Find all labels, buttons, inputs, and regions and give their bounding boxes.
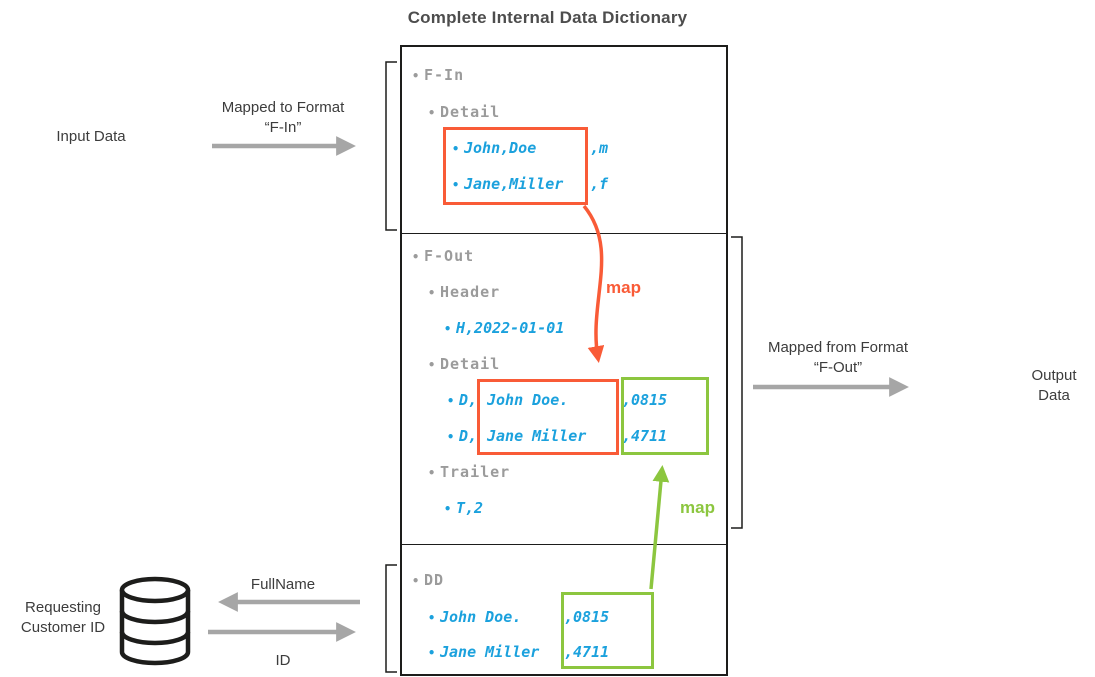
fout-record-id: ,0815 bbox=[622, 391, 668, 409]
fout-detail-label-row: • Detail bbox=[428, 353, 500, 376]
mapped-from-label: Mapped from Format “F-Out” bbox=[767, 339, 909, 376]
fout-trailer-label-row: • Trailer bbox=[428, 461, 510, 484]
bullet-icon: • bbox=[444, 502, 452, 516]
fout-record-row: • D, Jane Miller ,4711 bbox=[447, 425, 667, 448]
dd-record-name: John Doe. bbox=[440, 608, 522, 626]
dd-ids-highlight-box bbox=[561, 592, 654, 669]
fout-record-prefix: D, bbox=[459, 391, 478, 409]
fout-header-label: Header bbox=[440, 283, 501, 301]
fout-header-value-row: • H,2022-01-01 bbox=[444, 317, 564, 340]
fout-header-label-row: • Header bbox=[428, 281, 500, 304]
fout-section-bracket bbox=[731, 236, 743, 529]
bullet-icon: • bbox=[444, 322, 452, 336]
fout-record-name: Jane Miller bbox=[487, 427, 587, 445]
fout-record-row: • D, John Doe. ,0815 bbox=[447, 389, 667, 412]
fin-record-suffix: ,f bbox=[590, 175, 609, 193]
dd-section-bracket bbox=[385, 564, 397, 673]
fout-trailer-value-row: • T,2 bbox=[444, 497, 483, 520]
dd-record-name: Jane Miller bbox=[440, 643, 540, 661]
map-label-green: map bbox=[680, 498, 715, 517]
diagram-title: Complete Internal Data Dictionary bbox=[407, 8, 688, 27]
bullet-icon: • bbox=[452, 142, 460, 156]
dd-record-row: • John Doe. ,0815 bbox=[428, 606, 609, 629]
fout-section-label-row: • F-Out bbox=[412, 245, 474, 268]
bullet-icon: • bbox=[428, 358, 436, 372]
map-label-orange: map bbox=[606, 278, 641, 297]
bullet-icon: • bbox=[412, 250, 420, 264]
id-label: ID bbox=[275, 652, 291, 669]
mapped-to-label: Mapped to Format “F-In” bbox=[221, 99, 345, 136]
fin-section-label-row: • F-In bbox=[412, 64, 464, 87]
bullet-icon: • bbox=[447, 394, 455, 408]
fullname-label: FullName bbox=[250, 576, 316, 593]
fin-record-name: John,Doe bbox=[464, 139, 537, 157]
fout-detail-label: Detail bbox=[440, 355, 501, 373]
fin-names-highlight-box bbox=[443, 127, 588, 205]
fin-record-row: • John,Doe ,m bbox=[452, 137, 608, 160]
fin-record-row: • Jane,Miller ,f bbox=[452, 173, 608, 196]
bullet-icon: • bbox=[412, 574, 420, 588]
dd-label: DD bbox=[424, 571, 445, 589]
dd-record-id: ,4711 bbox=[564, 643, 610, 661]
dd-record-row: • Jane Miller ,4711 bbox=[428, 641, 609, 664]
fout-trailer-label: Trailer bbox=[440, 463, 511, 481]
bullet-icon: • bbox=[452, 178, 460, 192]
fout-record-name: John Doe. bbox=[487, 391, 569, 409]
fout-record-prefix: D, bbox=[459, 427, 478, 445]
fout-label: F-Out bbox=[424, 247, 475, 265]
fin-detail-label-row: • Detail bbox=[428, 101, 500, 124]
data-dictionary-box: • F-In • Detail • John,Doe ,m • Jane,Mil… bbox=[400, 45, 728, 676]
fout-ids-highlight-box bbox=[621, 377, 709, 455]
fout-record-id: ,4711 bbox=[622, 427, 668, 445]
fin-detail-label: Detail bbox=[440, 103, 501, 121]
bullet-icon: • bbox=[428, 466, 436, 480]
fout-header-value: H,2022-01-01 bbox=[456, 319, 565, 337]
fin-label: F-In bbox=[424, 66, 465, 84]
fout-names-highlight-box bbox=[477, 379, 619, 455]
bullet-icon: • bbox=[428, 106, 436, 120]
fin-record-name: Jane,Miller bbox=[464, 175, 564, 193]
output-data-label: Output Data bbox=[1031, 367, 1077, 404]
requesting-customer-id-label: Requesting Customer ID bbox=[20, 599, 106, 636]
bullet-icon: • bbox=[428, 646, 436, 660]
fin-section-bracket bbox=[385, 61, 397, 231]
dd-section-label-row: • DD bbox=[412, 569, 444, 592]
section-divider bbox=[402, 233, 726, 234]
fout-trailer-value: T,2 bbox=[456, 499, 484, 517]
fin-record-suffix: ,m bbox=[590, 139, 609, 157]
bullet-icon: • bbox=[428, 286, 436, 300]
bullet-icon: • bbox=[447, 430, 455, 444]
section-divider bbox=[402, 544, 726, 545]
bullet-icon: • bbox=[428, 611, 436, 625]
dd-record-id: ,0815 bbox=[564, 608, 610, 626]
bullet-icon: • bbox=[412, 69, 420, 83]
database-icon bbox=[119, 576, 191, 666]
input-data-label: Input Data bbox=[56, 128, 126, 145]
